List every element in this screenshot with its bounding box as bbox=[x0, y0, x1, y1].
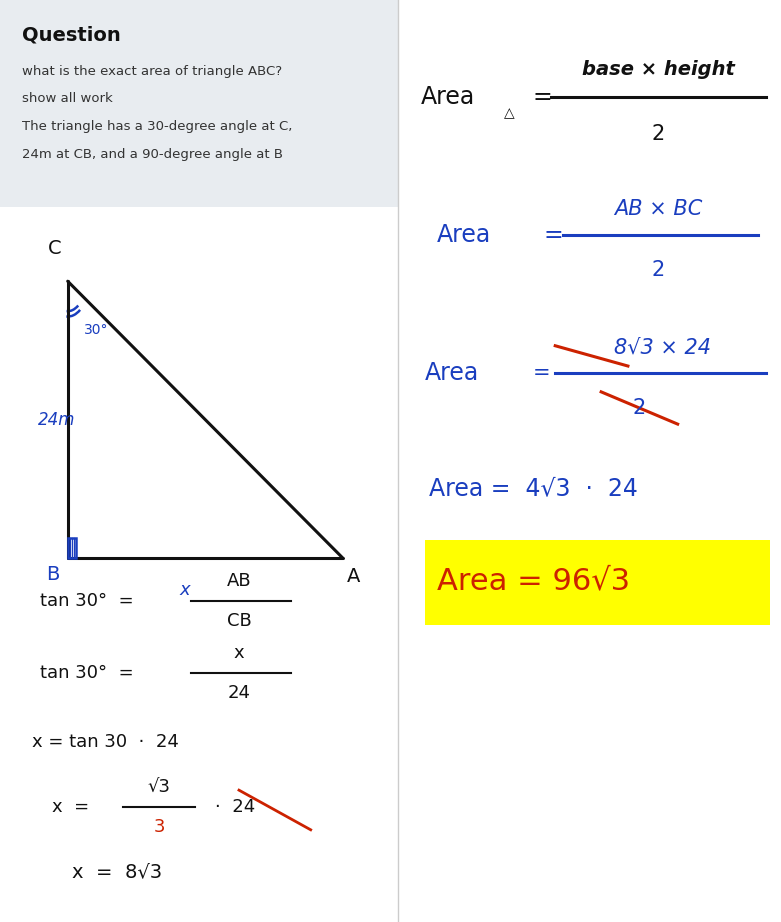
Text: √3: √3 bbox=[148, 777, 171, 796]
Text: Question: Question bbox=[22, 26, 120, 45]
Text: x = tan 30  ·  24: x = tan 30 · 24 bbox=[32, 733, 179, 751]
Text: The triangle has a 30-degree angle at C,: The triangle has a 30-degree angle at C, bbox=[22, 120, 292, 133]
Text: x  =: x = bbox=[52, 798, 89, 816]
Text: 24m at CB, and a 90-degree angle at B: 24m at CB, and a 90-degree angle at B bbox=[22, 148, 283, 160]
Text: C: C bbox=[48, 239, 62, 258]
Text: tan 30°  =: tan 30° = bbox=[40, 664, 134, 682]
Text: 2: 2 bbox=[652, 260, 665, 280]
Text: 2: 2 bbox=[633, 398, 646, 419]
Text: ·  24: · 24 bbox=[215, 798, 255, 816]
Text: 24: 24 bbox=[227, 684, 251, 703]
Text: =: = bbox=[532, 363, 550, 384]
Bar bbox=[68, 538, 77, 558]
Text: Area = 96√3: Area = 96√3 bbox=[437, 566, 629, 596]
Text: tan 30°  =: tan 30° = bbox=[40, 592, 134, 610]
Text: Area: Area bbox=[425, 361, 480, 385]
Text: Area: Area bbox=[437, 223, 490, 247]
Text: CB: CB bbox=[226, 612, 251, 631]
Text: 24m: 24m bbox=[37, 410, 75, 429]
Text: =: = bbox=[544, 223, 563, 247]
Bar bbox=[425, 540, 769, 625]
Text: x: x bbox=[234, 644, 244, 662]
Text: AB: AB bbox=[226, 572, 251, 590]
Text: Area =  4√3  ·  24: Area = 4√3 · 24 bbox=[429, 477, 638, 501]
Text: 2: 2 bbox=[652, 124, 665, 144]
Text: 8√3 × 24: 8√3 × 24 bbox=[614, 337, 711, 358]
Text: x: x bbox=[180, 581, 191, 599]
Text: base × height: base × height bbox=[582, 60, 735, 78]
Text: 3: 3 bbox=[154, 818, 165, 836]
Text: △: △ bbox=[504, 106, 514, 121]
Text: B: B bbox=[46, 565, 60, 585]
Bar bbox=[0, 0, 398, 207]
Text: what is the exact area of triangle ABC?: what is the exact area of triangle ABC? bbox=[22, 65, 282, 77]
Text: show all work: show all work bbox=[22, 92, 112, 105]
Text: Area: Area bbox=[421, 85, 476, 109]
Text: =: = bbox=[532, 85, 552, 109]
Text: A: A bbox=[347, 567, 360, 586]
Text: x  =  8√3: x = 8√3 bbox=[72, 862, 162, 881]
Text: AB × BC: AB × BC bbox=[615, 199, 703, 219]
Text: 30°: 30° bbox=[84, 323, 108, 337]
